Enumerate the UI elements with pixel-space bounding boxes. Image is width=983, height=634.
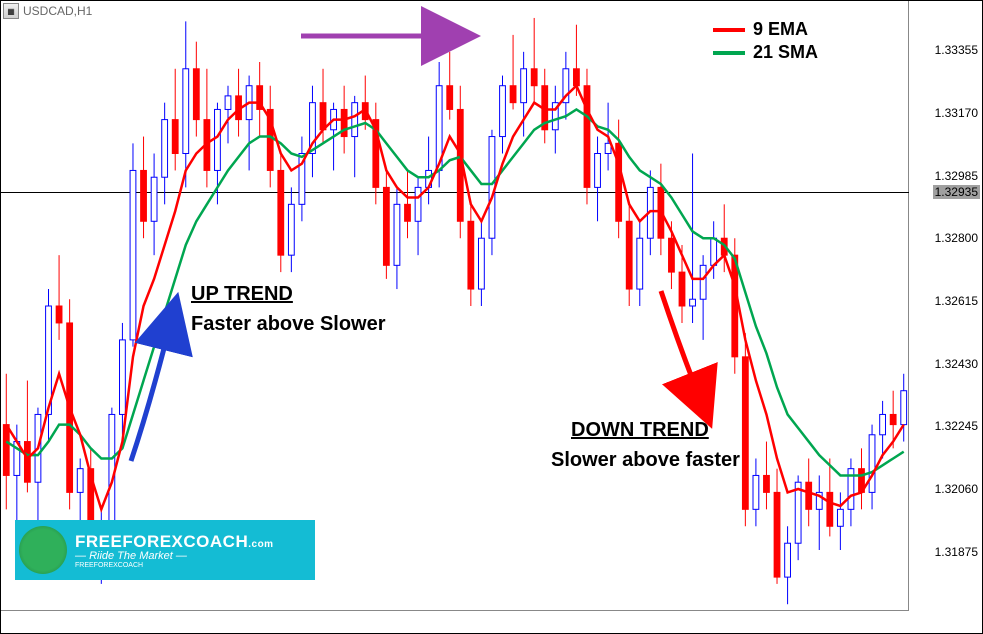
symbol-label: USDCAD,H1 [23, 4, 92, 18]
legend-line-ema [713, 28, 745, 32]
title-bar: ▦ USDCAD,H1 [3, 3, 92, 19]
chart-icon: ▦ [3, 3, 19, 19]
watermark-globe-icon [19, 526, 67, 574]
legend-item-ema: 9 EMA [713, 19, 818, 40]
uptrend-title: UP TREND [191, 283, 293, 306]
y-axis: 1.33355 1.33170 1.32985 1.32800 1.32615 1.324… [908, 1, 982, 611]
watermark-tld: .com [248, 539, 273, 550]
y-tick: 1.32060 [935, 482, 978, 496]
y-tick: 1.32430 [935, 357, 978, 371]
y-tick: 1.33170 [935, 106, 978, 120]
y-tick: 1.32800 [935, 231, 978, 245]
downtrend-title: DOWN TREND [571, 419, 709, 442]
watermark: FREEFOREXCOACH.com — Riide The Market — … [15, 520, 315, 580]
y-tick: 1.32245 [935, 419, 978, 433]
watermark-bottom: FREEFOREXCOACH [75, 562, 274, 569]
watermark-sub: Riide The Market [89, 550, 173, 562]
legend-line-sma [713, 51, 745, 55]
legend-label-sma: 21 SMA [753, 42, 818, 63]
y-tick: 1.32615 [935, 294, 978, 308]
y-tick: 1.31875 [935, 545, 978, 559]
uptrend-sub: Faster above Slower [191, 313, 386, 336]
downtrend-sub: Slower above faster [551, 449, 740, 472]
y-current-price: 1.32935 [933, 185, 980, 199]
chart-area[interactable]: ▦ USDCAD,H1 9 EMA 21 SMA UP TREND Faster… [1, 1, 909, 611]
y-tick: 1.33355 [935, 43, 978, 57]
watermark-text: FREEFOREXCOACH.com — Riide The Market — … [75, 532, 274, 569]
legend-label-ema: 9 EMA [753, 19, 808, 40]
watermark-main: FREEFOREXCOACH [75, 532, 248, 551]
legend-item-sma: 21 SMA [713, 42, 818, 63]
y-tick: 1.32985 [935, 169, 978, 183]
legend: 9 EMA 21 SMA [713, 19, 818, 65]
